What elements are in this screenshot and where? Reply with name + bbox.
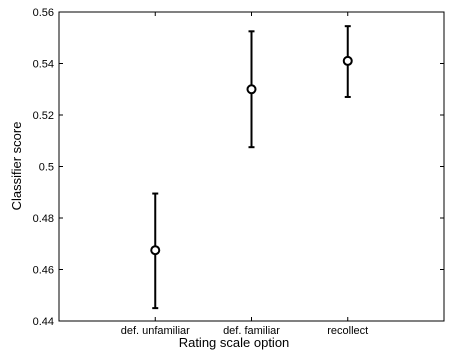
data-point (246, 84, 257, 95)
y-tick-label: 0.46 (33, 265, 54, 277)
y-axis-label: Classifier score (9, 122, 24, 211)
data-point (150, 245, 161, 256)
x-tick-label: def. unfamiliar (121, 325, 190, 337)
x-axis-label: Rating scale option (179, 335, 290, 350)
x-axis-ticks: def. unfamiliar def. familiar recollect (121, 12, 368, 337)
data-points (150, 55, 353, 256)
y-axis-ticks: 0.44 0.46 0.48 0.5 0.52 0.54 0.56 (33, 7, 444, 328)
y-tick-label: 0.48 (33, 213, 54, 225)
x-tick-label: recollect (327, 325, 368, 337)
x-tick-label: def. familiar (223, 325, 280, 337)
y-tick-label: 0.54 (33, 59, 54, 71)
y-tick-label: 0.5 (39, 162, 54, 174)
y-tick-label: 0.56 (33, 7, 54, 19)
y-tick-label: 0.44 (33, 316, 54, 328)
data-point (342, 55, 353, 66)
y-tick-label: 0.52 (33, 110, 54, 122)
